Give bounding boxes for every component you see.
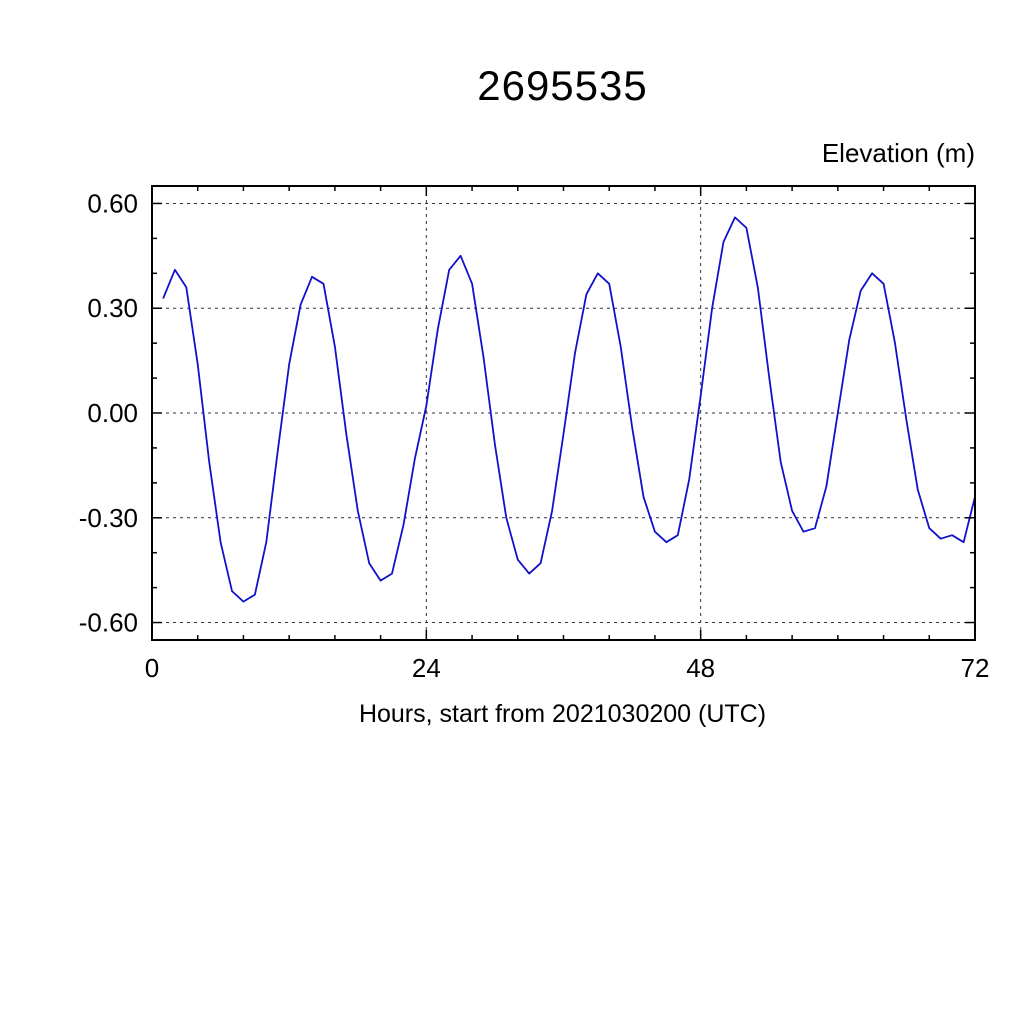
x-tick-label: 48 <box>686 653 715 683</box>
x-axis-title: Hours, start from 2021030200 (UTC) <box>358 700 767 728</box>
y-tick-label: 0.00 <box>87 398 138 428</box>
grid-lines <box>152 186 975 640</box>
chart-title: 2695535 <box>477 62 648 109</box>
x-tick-label: 0 <box>145 653 159 683</box>
axis-ticks <box>151 186 976 640</box>
y-tick-label: 0.30 <box>87 293 138 323</box>
tick-labels: 0 24 48 72 0.60 0.30 0.00 -0.30 -0.60 <box>79 188 990 683</box>
y-tick-label: -0.30 <box>79 503 138 533</box>
plot-frame <box>151 185 976 641</box>
x-tick-label: 24 <box>412 653 441 683</box>
chart-svg: 0 24 48 72 0.60 0.30 0.00 -0.30 -0.60 <box>79 185 990 683</box>
series-elevation-line <box>162 216 976 603</box>
y-tick-label: 0.60 <box>87 188 138 218</box>
y-tick-label: -0.60 <box>79 608 138 638</box>
y-axis-title: Elevation (m) <box>821 138 975 168</box>
x-tick-label: 72 <box>961 653 990 683</box>
